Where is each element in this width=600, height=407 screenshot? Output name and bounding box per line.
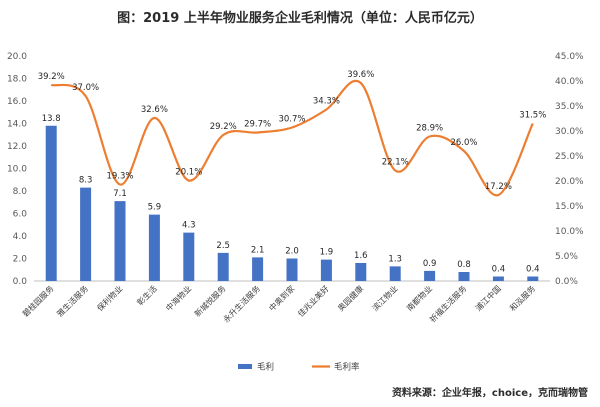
bar-value-label: 2.0 [285,247,299,257]
bar [286,258,298,281]
bar-labels: 13.8 8.3 7.1 5.9 4.3 2.5 2.1 2.0 1.9 1.6 1.3 0.9 0.8… [42,114,540,275]
category-label: 新城悦服务 [192,283,227,318]
bar-value-label: 4.3 [182,221,196,231]
bar [458,272,470,281]
y-left-tick-label: 2.0 [13,255,28,265]
y-right-tick-label: 40.0% [555,77,584,87]
bar-value-label: 1.6 [354,251,368,261]
line-value-label: 31.5% [519,111,546,121]
category-label: 滨江物业 [370,283,400,313]
line-series [50,79,534,197]
line-value-label: 22.1% [382,158,409,168]
y-left-tick-label: 12.0 [7,142,27,152]
category-label: 中奥到家 [267,283,297,313]
gross-margin-line [50,79,534,197]
bar-value-label: 5.9 [148,203,162,213]
bar-series [45,125,539,281]
category-label: 彰生活 [135,283,159,307]
bar [252,257,264,281]
bar-value-label: 0.4 [526,265,540,275]
line-value-label: 39.2% [38,72,65,82]
line-value-label: 34.3% [313,97,340,107]
y-right-tick-label: 20.0% [555,177,584,187]
y-axis-right: 0.0% 5.0% 10.0% 15.0% 20.0% 25.0% 30.0% 35.0% 40… [555,52,584,287]
line-value-label: 20.1% [175,168,202,178]
bar [389,266,401,281]
bar [320,259,332,281]
y-right-tick-label: 15.0% [555,202,584,212]
y-left-tick-label: 16.0 [7,97,27,107]
y-right-tick-label: 25.0% [555,152,584,162]
y-right-tick-label: 35.0% [555,102,584,112]
category-label: 浦江中国 [473,283,503,313]
legend: 毛利 毛利率 [238,362,360,373]
y-left-tick-label: 4.0 [13,232,28,242]
y-left-tick-label: 8.0 [13,187,28,197]
bar [114,201,126,281]
category-label: 保利物业 [95,283,125,313]
category-label: 雅生活服务 [55,283,90,318]
chart-title: 图：2019 上半年物业服务企业毛利情况（单位：人民币亿元） [117,10,483,26]
y-right-tick-label: 30.0% [555,127,584,137]
bar [148,214,160,281]
y-right-tick-label: 5.0% [555,252,578,262]
y-axis-left: 0.0 2.0 4.0 6.0 8.0 10.0 12.0 14.0 16.0 18.0 20.0 [7,52,27,287]
y-left-tick-label: 20.0 [7,52,27,62]
category-label: 佳兆业美好 [295,283,330,318]
line-value-label: 17.2% [485,182,512,192]
line-value-label: 39.6% [347,70,374,80]
y-left-tick-label: 6.0 [13,210,28,220]
bar [80,187,92,281]
bar-value-label: 13.8 [42,114,61,124]
category-label: 中海物业 [164,283,194,313]
category-label: 和泓服务 [508,283,538,313]
bar [217,252,229,281]
y-left-tick-label: 10.0 [7,165,27,175]
line-value-label: 30.7% [278,115,305,125]
bar [355,263,367,281]
line-value-label: 28.9% [416,124,443,134]
y-left-tick-label: 14.0 [7,120,27,130]
line-value-label: 32.6% [141,105,168,115]
y-right-tick-label: 0.0% [555,277,578,287]
bar [183,232,195,281]
category-label: 碧桂园服务 [20,283,55,318]
bar-value-label: 0.4 [492,265,506,275]
category-label: 奥园健康 [336,283,366,313]
bar-value-label: 1.9 [320,248,334,258]
bar-value-label: 1.3 [388,254,402,264]
y-right-tick-label: 45.0% [555,52,584,62]
bar [45,125,57,281]
legend-label-gross-profit: 毛利 [257,362,274,373]
bar-value-label: 2.5 [216,241,230,251]
line-labels: 39.2% 37.0% 19.3% 32.6% 20.1% 29.2% 29.7% 30.7%… [38,70,547,192]
line-value-label: 37.0% [72,83,99,93]
bar [424,270,436,281]
bar-value-label: 0.8 [457,260,471,270]
bar-value-label: 7.1 [113,189,127,199]
bar [527,276,539,281]
category-label: 永升生活服务 [221,283,262,324]
line-value-label: 29.7% [244,120,271,130]
legend-swatch-gross-profit [238,364,252,369]
y-left-tick-label: 0.0 [13,277,28,287]
source-note: 资料来源：企业年报，choice，克而瑞物管 [392,386,588,399]
category-label: 祈福生活服务 [427,283,468,324]
y-left-tick-label: 18.0 [7,75,27,85]
bar [492,276,504,281]
line-value-label: 29.2% [210,122,237,132]
line-value-label: 19.3% [106,172,133,182]
bar-value-label: 0.9 [423,259,437,269]
line-value-label: 26.0% [450,138,477,148]
legend-label-gross-margin: 毛利率 [334,362,360,373]
bar-value-label: 8.3 [79,176,93,186]
category-label: 南都物业 [404,283,434,313]
y-right-tick-label: 10.0% [555,227,584,237]
bar-value-label: 2.1 [251,245,265,255]
